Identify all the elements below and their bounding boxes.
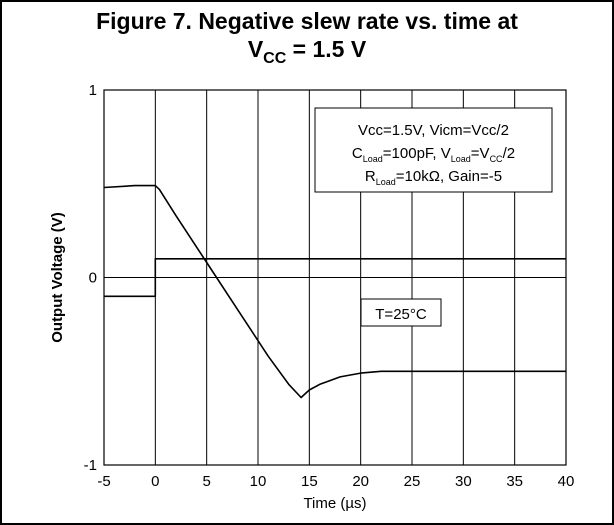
title-vcc-symbol: V: [247, 36, 264, 62]
annotation-segment: =V: [471, 145, 490, 162]
y-axis-label: Output Voltage (V): [49, 212, 66, 343]
temperature-annotation: T=25°C: [360, 298, 442, 327]
title-vcc-subscript: CC: [263, 50, 287, 67]
x-tick-label: 20: [352, 473, 369, 490]
annotation-text: RLoad=10kΩ, Gain=-5: [365, 168, 502, 187]
figure-title-line2: VCC = 1.5 V: [2, 36, 612, 67]
annotation-subscript: CC: [490, 154, 503, 164]
plot-frame: [103, 89, 567, 466]
x-tick-label: 15: [301, 473, 318, 490]
x-tick-label: 10: [250, 473, 267, 490]
title-vcc-value: = 1.5 V: [286, 36, 367, 62]
annotation-text: T=25°C: [375, 306, 427, 323]
annotation-segment: =100pF, V: [383, 145, 451, 162]
x-tick-label: 0: [151, 473, 159, 490]
y-tick-label: 1: [89, 82, 97, 99]
annotation-segment: R: [365, 168, 376, 185]
annotation-segment: C: [352, 145, 363, 162]
annotation-text: Vcc=1.5V, Vicm=Vcc/2: [358, 122, 509, 139]
annotation-segment: Vcc=1.5V, Vicm=Vcc/2: [358, 122, 509, 139]
annotation-box: [360, 298, 442, 327]
chart-series: [103, 184, 566, 399]
annotation-subscript: Load: [376, 177, 396, 187]
y-tick-label: -1: [84, 457, 97, 474]
x-tick-label: 25: [404, 473, 421, 490]
x-tick-label: -5: [97, 473, 110, 490]
annotation-subscript: Load: [451, 154, 471, 164]
annotation-box: [314, 107, 553, 193]
annotation-segment: T=25°C: [375, 306, 427, 323]
x-tick-label: 40: [558, 473, 575, 490]
x-tick-label: 30: [455, 473, 472, 490]
x-tick-label: 5: [202, 473, 210, 490]
annotation-segment: /2: [503, 145, 516, 162]
y-tick-label: 0: [89, 270, 97, 287]
annotation-segment: =10kΩ, Gain=-5: [396, 168, 502, 185]
x-axis-label: Time (µs): [303, 495, 366, 512]
annotation-subscript: Load: [363, 154, 383, 164]
annotation-text: CLoad=100pF, VLoad=VCC/2: [352, 145, 515, 164]
x-tick-label: 35: [506, 473, 523, 490]
figure-title-line1: Figure 7. Negative slew rate vs. time at: [96, 8, 518, 34]
series-line: [103, 184, 566, 399]
series-line: [104, 257, 566, 298]
